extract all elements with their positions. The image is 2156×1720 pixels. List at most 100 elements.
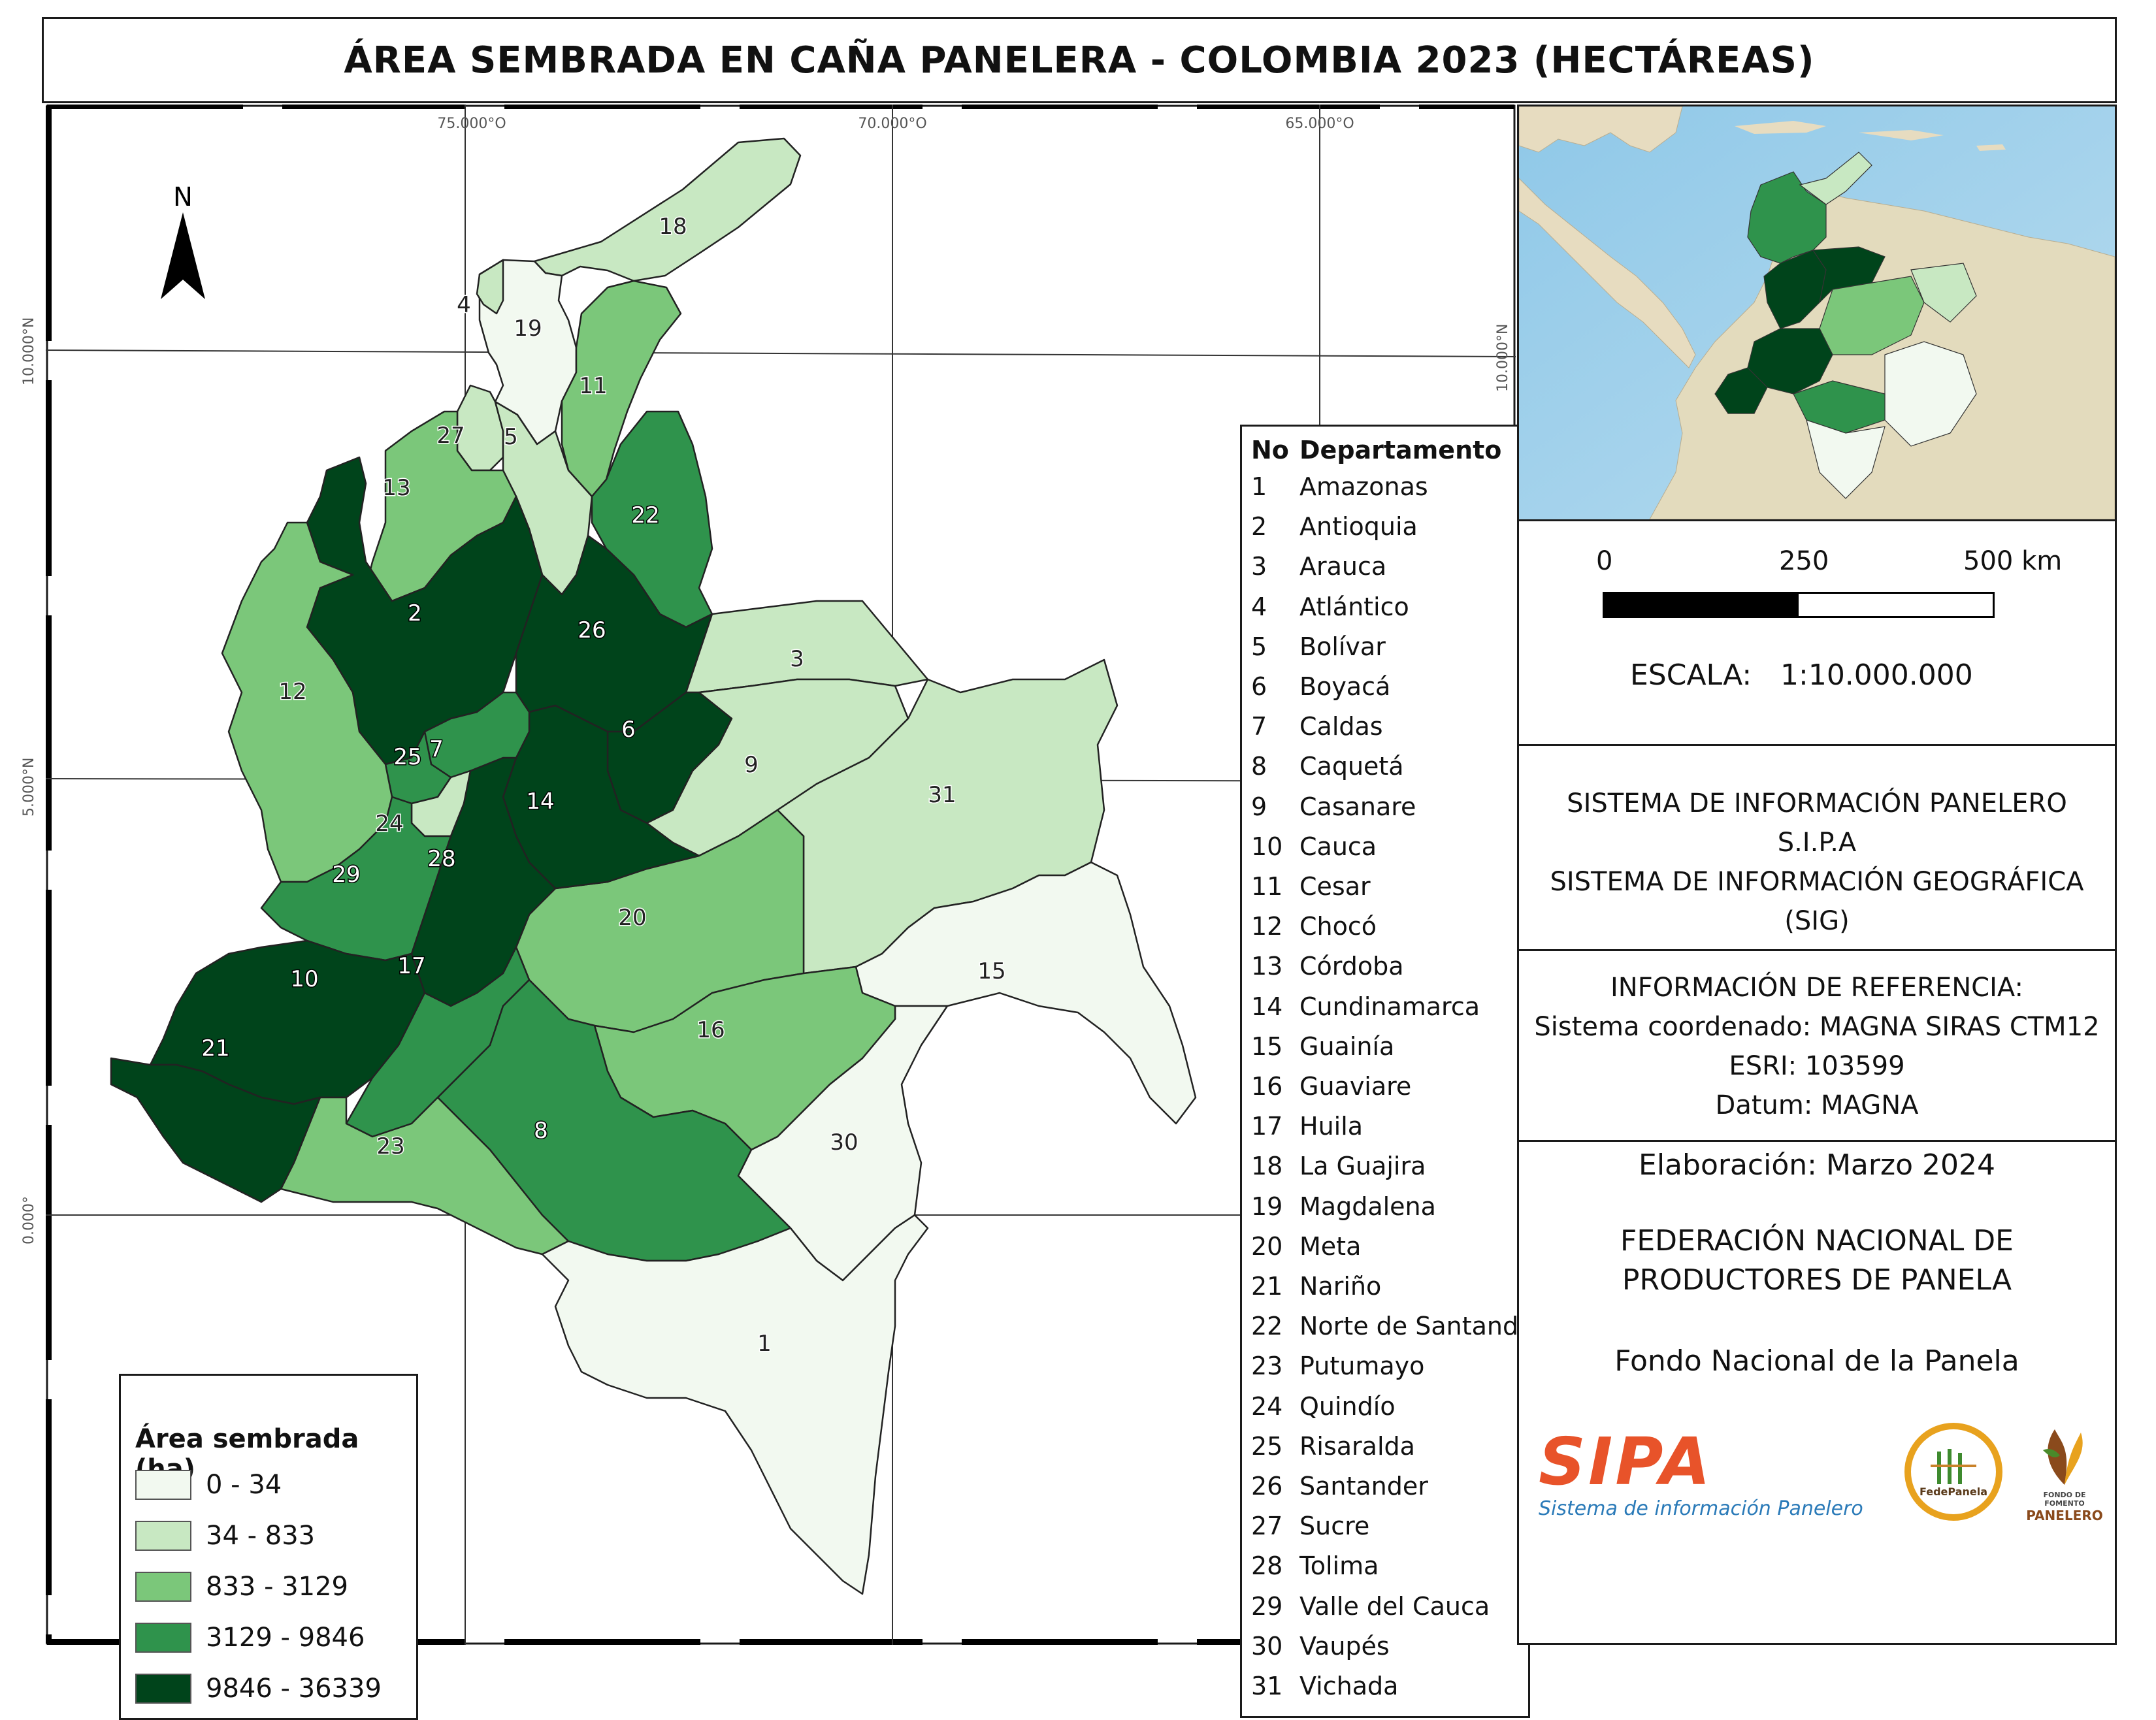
department-name: Amazonas	[1299, 472, 1428, 501]
department-name: Valle del Cauca	[1299, 1591, 1490, 1621]
department-legend: No Departamento 1 Amazonas 2 Antioquia 3 Arauc…	[1240, 425, 1544, 1718]
department-name: Chocó	[1299, 912, 1377, 941]
department-number: 12	[1251, 912, 1283, 941]
scale-section: 0 250 500 km ESCALA: 1:10.000.000	[1519, 519, 2115, 850]
department-legend-row: 17 Huila	[1251, 1112, 1363, 1141]
map-title-box: ÁREA SEMBRADA EN CAÑA PANELERA - COLOMBI…	[42, 17, 2117, 103]
department-legend-row: 11 Cesar	[1251, 872, 1371, 901]
department-legend-row: 30 Vaupés	[1251, 1632, 1390, 1661]
department-legend-row: 15 Guainía	[1251, 1032, 1394, 1061]
inset-colombia	[1714, 152, 1977, 499]
reference-section: INFORMACIÓN DE REFERENCIA: Sistema coord…	[1519, 949, 2115, 1140]
department-name: Tolima	[1299, 1551, 1379, 1581]
scale-bar-black	[1605, 594, 1799, 616]
scale-ratio: 1:10.000.000	[1780, 658, 1973, 692]
department-name: Antioquia	[1299, 512, 1418, 542]
dept-label-29: 29	[332, 862, 360, 888]
department-name: Guainía	[1299, 1031, 1395, 1061]
dept-label-5: 5	[504, 424, 518, 450]
department-number: 18	[1251, 1152, 1283, 1181]
department-name: Cundinamarca	[1299, 992, 1480, 1021]
department-legend-row: 2 Antioquia	[1251, 512, 1418, 541]
department-number: 13	[1251, 952, 1283, 981]
dept-label-30: 30	[830, 1129, 858, 1156]
legend-class-label-1: 34 - 833	[206, 1521, 316, 1551]
dept-label-28: 28	[427, 846, 455, 872]
legend-class-label-0: 0 - 34	[206, 1470, 282, 1500]
department-name: Casanare	[1299, 792, 1416, 821]
inset-locator-map	[1519, 106, 2115, 519]
dept-18-la-guajira	[533, 137, 802, 282]
fedepanela-logo-text: FedePanela	[1919, 1485, 1988, 1498]
department-legend-header: No Departamento	[1251, 436, 1501, 464]
legend-class-1: 34 - 833	[135, 1519, 315, 1552]
department-number: 22	[1251, 1312, 1283, 1341]
org-line-2: PRODUCTORES DE PANELA	[1622, 1263, 2012, 1297]
department-legend-row: 29 Valle del Cauca	[1251, 1592, 1490, 1621]
department-number: 25	[1251, 1431, 1283, 1461]
department-number: 10	[1251, 832, 1283, 861]
sipa-logo: SIPA Sistema de información Panelero	[1539, 1423, 1891, 1521]
system-line-2: S.I.P.A	[1777, 828, 1857, 858]
department-name: Putumayo	[1299, 1352, 1425, 1381]
dept-label-22: 22	[631, 502, 659, 528]
department-number: 21	[1251, 1272, 1283, 1301]
org-line-1: FEDERACIÓN NACIONAL DE	[1620, 1224, 2014, 1258]
department-number: 31	[1251, 1672, 1283, 1700]
elaboration-date: Elaboración: Marzo 2024	[1639, 1148, 1995, 1182]
department-number: 11	[1251, 872, 1283, 901]
map-title: ÁREA SEMBRADA EN CAÑA PANELERA - COLOMBI…	[344, 39, 1815, 82]
department-legend-row: 3 Arauca	[1251, 552, 1386, 581]
credits-section: Elaboración: Marzo 2024 FEDERACIÓN NACIO…	[1519, 1140, 2115, 1647]
dept-label-20: 20	[618, 905, 646, 931]
system-line-1: SISTEMA DE INFORMACIÓN PANELERO	[1567, 788, 2067, 819]
scale-bar-white	[1799, 594, 1993, 616]
department-legend-row: 20 Meta	[1251, 1232, 1361, 1261]
dept-8-caqueta	[436, 979, 792, 1262]
dept-label-4: 4	[457, 292, 471, 318]
department-number: 2	[1251, 512, 1267, 542]
dept-label-17: 17	[397, 953, 425, 979]
legend-swatch-1	[135, 1521, 191, 1551]
dept-label-6: 6	[621, 717, 636, 743]
north-arrow-label: N	[173, 182, 193, 212]
area-legend-title: Área sembrada (ha)	[135, 1424, 359, 1484]
dept-label-25: 25	[393, 744, 421, 770]
department-name: Vaupés	[1299, 1631, 1390, 1661]
org-line-3: Fondo Nacional de la Panela	[1614, 1344, 2019, 1378]
department-legend-row: 13 Córdoba	[1251, 952, 1404, 981]
department-legend-row: 12 Chocó	[1251, 912, 1377, 941]
department-legend-row: 28 Tolima	[1251, 1551, 1379, 1580]
system-section: SISTEMA DE INFORMACIÓN PANELERO S.I.P.A …	[1519, 744, 2115, 949]
department-name: Huila	[1299, 1112, 1364, 1141]
legend-swatch-4	[135, 1674, 191, 1704]
department-legend-row: 7 Caldas	[1251, 712, 1383, 741]
dept-label-13: 13	[382, 475, 410, 501]
department-name: Arauca	[1299, 552, 1387, 581]
department-number: 7	[1251, 712, 1267, 741]
department-number: 24	[1251, 1391, 1283, 1421]
legend-class-label-4: 9846 - 36339	[206, 1674, 382, 1704]
department-legend-row: 5 Bolívar	[1251, 632, 1386, 661]
department-number: 9	[1251, 792, 1267, 821]
fondo-line-1: FONDO DE FOMENTO	[2043, 1491, 2086, 1508]
map-canvas: 1234567891011121314151617181920212223242…	[46, 105, 1516, 1645]
dept-label-7: 7	[429, 736, 444, 762]
dept-label-18: 18	[659, 214, 687, 240]
dept-label-14: 14	[526, 788, 554, 815]
sipa-logo-text: SIPA	[1539, 1423, 1713, 1500]
department-name: Magdalena	[1299, 1192, 1436, 1221]
department-name: Guaviare	[1299, 1072, 1412, 1101]
department-legend-row: 24 Quindío	[1251, 1392, 1396, 1421]
dept-15-guainia	[855, 861, 1197, 1125]
department-name: Norte de Santander	[1299, 1312, 1544, 1341]
lon-label-top-65: 65.000°O	[1285, 116, 1354, 132]
lat-label-left-0: 0.000°	[21, 1196, 37, 1244]
scale-label: ESCALA:	[1630, 658, 1752, 692]
department-name: Atlántico	[1299, 592, 1409, 621]
reference-crs: Sistema coordenado: MAGNA SIRAS CTM12	[1534, 1012, 2100, 1042]
department-name: Caldas	[1299, 712, 1383, 741]
department-name: Caquetá	[1299, 752, 1404, 781]
department-name: Bolívar	[1299, 632, 1386, 661]
department-legend-row: 25 Risaralda	[1251, 1432, 1415, 1461]
